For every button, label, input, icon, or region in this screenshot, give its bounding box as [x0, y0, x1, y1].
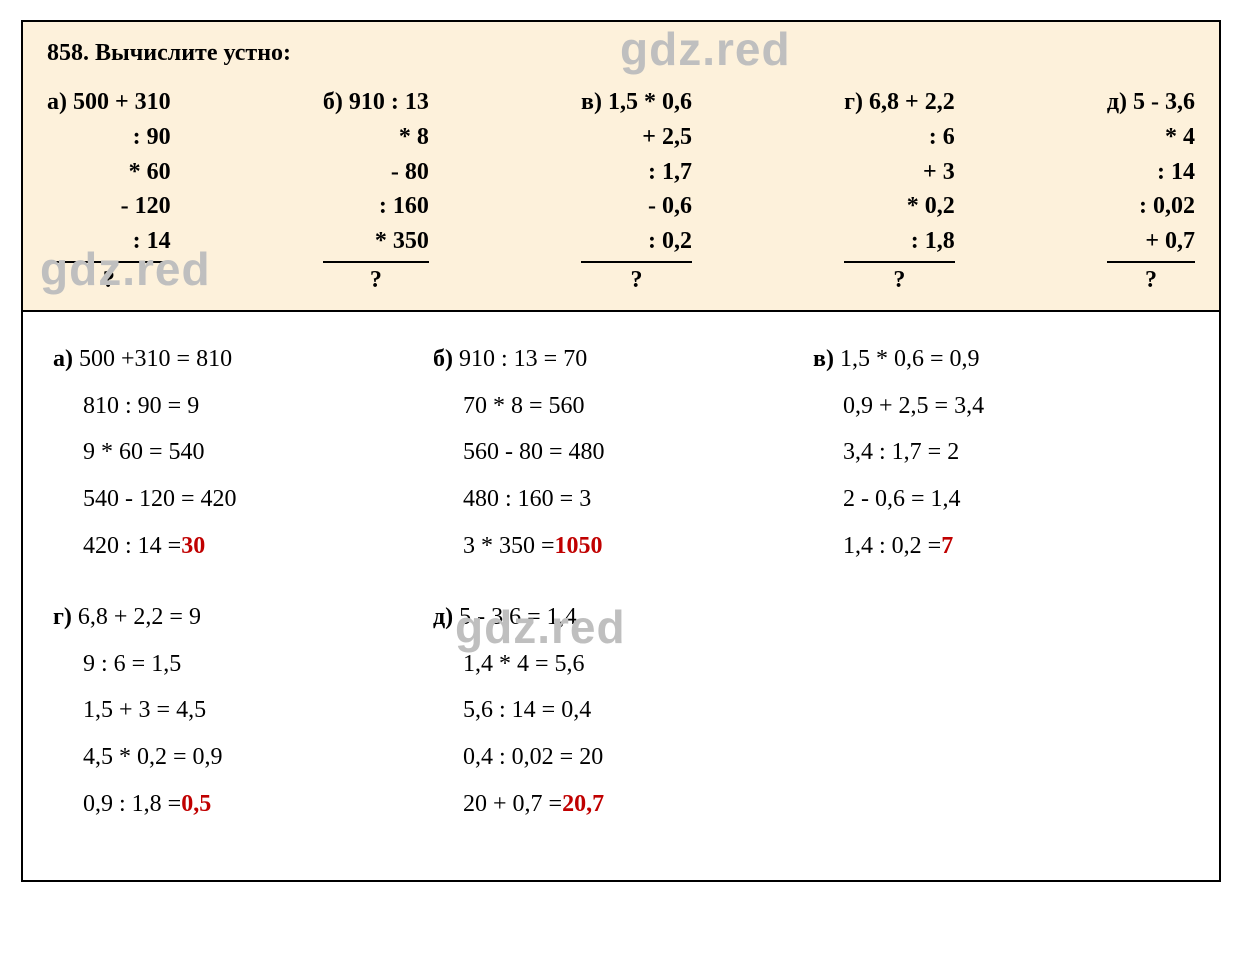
chain-first-line: г) 6,8 + 2,2: [844, 85, 955, 120]
solution-cell: а) 500 +310 = 810810 : 90 = 99 * 60 = 54…: [22, 311, 1220, 881]
chain-first-line: д) 5 - 3,6: [1107, 85, 1195, 120]
chain-question-mark: ?: [103, 263, 115, 298]
chain-op: - 120: [121, 189, 171, 224]
solution-final-prefix: 420 : 14 =: [83, 523, 181, 570]
solution-line: 1,4 * 4 = 5,6: [433, 641, 733, 688]
problem-title: 858. Вычислите устно:: [47, 40, 1195, 67]
solution-block: г) 6,8 + 2,2 = 99 : 6 = 1,51,5 + 3 = 4,5…: [53, 594, 353, 828]
solution-final-line: 20 + 0,7 = 20,7: [433, 781, 733, 828]
chain-question-mark: ?: [630, 263, 642, 298]
solution-block: в) 1,5 * 0,6 = 0,90,9 + 2,5 = 3,43,4 : 1…: [813, 336, 1113, 570]
solution-label: а): [53, 336, 73, 383]
solution-line: 0,4 : 0,02 = 20: [433, 734, 733, 781]
solution-text: 6,8 + 2,2 = 9: [78, 594, 201, 641]
chain-column: д) 5 - 3,6* 4: 14: 0,02+ 0,7?: [1107, 85, 1195, 298]
solution-label: в): [813, 336, 834, 383]
solution-line: 480 : 160 = 3: [433, 476, 733, 523]
chain-op: * 8: [399, 120, 429, 155]
solution-line: 70 * 8 = 560: [433, 383, 733, 430]
solution-first-line: в) 1,5 * 0,6 = 0,9: [813, 336, 1113, 383]
solution-text: 1,5 * 0,6 = 0,9: [840, 336, 980, 383]
solution-first-line: г) 6,8 + 2,2 = 9: [53, 594, 353, 641]
chain-op: : 1,7: [648, 155, 692, 190]
chain-op: - 0,6: [648, 189, 692, 224]
problem-number: 858.: [47, 40, 89, 66]
solution-final-prefix: 0,9 : 1,8 =: [83, 781, 181, 828]
solution-final-line: 0,9 : 1,8 = 0,5: [53, 781, 353, 828]
chain-column: б) 910 : 13* 8- 80: 160* 350?: [323, 85, 429, 298]
solution-line: 0,9 + 2,5 = 3,4: [813, 383, 1113, 430]
solution-label: д): [433, 594, 453, 641]
solution-first-line: д) 5 - 3,6 = 1,4: [433, 594, 733, 641]
solution-final-line: 3 * 350 = 1050: [433, 523, 733, 570]
solution-line: 9 * 60 = 540: [53, 429, 353, 476]
chain-first-line: в) 1,5 * 0,6: [581, 85, 692, 120]
solution-final-line: 420 : 14 = 30: [53, 523, 353, 570]
chain-op: : 0,02: [1139, 189, 1195, 224]
solution-block: б) 910 : 13 = 7070 * 8 = 560560 - 80 = 4…: [433, 336, 733, 570]
chain-op: * 0,2: [907, 189, 955, 224]
problem-heading: Вычислите устно:: [95, 40, 291, 66]
solution-text: 5 - 3,6 = 1,4: [459, 594, 577, 641]
chain-op: + 2,5: [642, 120, 692, 155]
solution-final-prefix: 3 * 350 =: [463, 523, 555, 570]
solution-final-line: 1,4 : 0,2 = 7: [813, 523, 1113, 570]
chain-op: : 14: [1157, 155, 1195, 190]
solution-line: 2 - 0,6 = 1,4: [813, 476, 1113, 523]
solution-row-1: а) 500 +310 = 810810 : 90 = 99 * 60 = 54…: [53, 336, 1189, 570]
solution-answer: 7: [941, 523, 953, 570]
solution-final-prefix: 1,4 : 0,2 =: [843, 523, 941, 570]
chain-column: в) 1,5 * 0,6+ 2,5: 1,7- 0,6: 0,2?: [581, 85, 692, 298]
chain-op: : 0,2: [648, 224, 692, 259]
chain-op: + 0,7: [1145, 224, 1195, 259]
solution-answer: 30: [181, 523, 205, 570]
chain-question-mark: ?: [370, 263, 382, 298]
solution-final-prefix: 20 + 0,7 =: [463, 781, 562, 828]
chain-op: : 160: [379, 189, 429, 224]
chain-column: г) 6,8 + 2,2: 6+ 3* 0,2: 1,8?: [844, 85, 955, 298]
solution-first-line: б) 910 : 13 = 70: [433, 336, 733, 383]
solution-line: 4,5 * 0,2 = 0,9: [53, 734, 353, 781]
chain-question-mark: ?: [893, 263, 905, 298]
solution-line: 540 - 120 = 420: [53, 476, 353, 523]
solution-answer: 0,5: [181, 781, 211, 828]
chain-op: : 6: [929, 120, 955, 155]
chain-op: * 4: [1165, 120, 1195, 155]
chain-op: : 14: [133, 224, 171, 259]
chain-op: * 60: [129, 155, 171, 190]
solution-first-line: а) 500 +310 = 810: [53, 336, 353, 383]
solution-label: б): [433, 336, 453, 383]
chain-column: а) 500 + 310: 90* 60- 120: 14?: [47, 85, 171, 298]
problem-cell: 858. Вычислите устно: а) 500 + 310: 90* …: [22, 21, 1220, 311]
chain-op: * 350: [375, 224, 429, 259]
solution-block: д) 5 - 3,6 = 1,41,4 * 4 = 5,65,6 : 14 = …: [433, 594, 733, 828]
solution-answer: 1050: [555, 523, 603, 570]
chain-op: - 80: [391, 155, 429, 190]
problem-columns: а) 500 + 310: 90* 60- 120: 14?б) 910 : 1…: [47, 85, 1195, 298]
chain-first-line: а) 500 + 310: [47, 85, 171, 120]
solution-line: 1,5 + 3 = 4,5: [53, 687, 353, 734]
solution-line: 9 : 6 = 1,5: [53, 641, 353, 688]
solution-block: а) 500 +310 = 810810 : 90 = 99 * 60 = 54…: [53, 336, 353, 570]
solution-line: 810 : 90 = 9: [53, 383, 353, 430]
exercise-table: 858. Вычислите устно: а) 500 + 310: 90* …: [21, 20, 1221, 882]
solution-label: г): [53, 594, 72, 641]
chain-question-mark: ?: [1145, 263, 1157, 298]
solution-row-2: г) 6,8 + 2,2 = 99 : 6 = 1,51,5 + 3 = 4,5…: [53, 594, 1189, 828]
solution-answer: 20,7: [562, 781, 604, 828]
solution-text: 910 : 13 = 70: [459, 336, 587, 383]
solution-text: 500 +310 = 810: [79, 336, 232, 383]
chain-op: + 3: [923, 155, 955, 190]
chain-first-line: б) 910 : 13: [323, 85, 429, 120]
solution-line: 560 - 80 = 480: [433, 429, 733, 476]
solution-line: 3,4 : 1,7 = 2: [813, 429, 1113, 476]
chain-op: : 90: [133, 120, 171, 155]
solution-line: 5,6 : 14 = 0,4: [433, 687, 733, 734]
chain-op: : 1,8: [911, 224, 955, 259]
